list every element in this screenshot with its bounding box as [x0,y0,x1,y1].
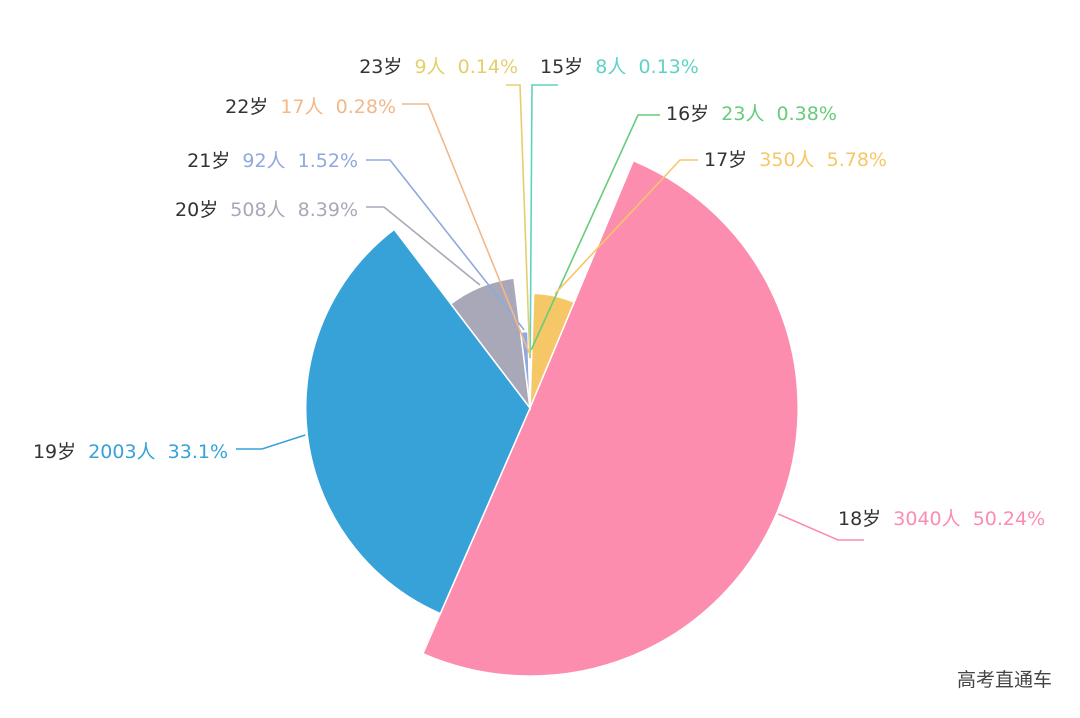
slice-label-21岁: 21岁 92人 1.52% [187,150,358,172]
slice-label-15岁: 15岁 8人 0.13% [540,56,699,78]
slice-label-count: 508人 [218,199,285,221]
slice-label-name: 17岁 [704,149,747,171]
watermark-text: 高考直通车 [956,669,1052,691]
slice-label-percent: 5.78% [815,149,887,171]
slice-label-17岁: 17岁 350人 5.78% [704,149,887,171]
slice-label-percent: 8.39% [286,199,358,221]
slice-label-19岁: 19岁 2003人 33.1% [33,441,228,463]
slice-label-18岁: 18岁 3040人 50.24% [838,508,1045,530]
slice-label-count: 17人 [268,96,323,118]
slice-label-count: 23人 [709,103,764,125]
slice-label-name: 18岁 [838,508,881,530]
slice-label-percent: 50.24% [961,508,1046,530]
leader-line-18岁 [777,513,864,541]
slice-label-percent: 0.38% [764,103,836,125]
leader-line-22岁 [402,103,530,354]
slice-label-name: 20岁 [175,199,218,221]
slice-label-count: 8人 [583,56,626,78]
slice-label-percent: 0.14% [446,56,518,78]
pie-slice-19岁[interactable] [304,228,531,615]
slice-label-count: 9人 [402,56,445,78]
slice-label-name: 19岁 [33,441,76,463]
slice-label-percent: 0.28% [324,96,396,118]
leader-line-20岁 [366,206,481,286]
slice-label-20岁: 20岁 508人 8.39% [175,199,358,221]
leader-line-16岁 [530,114,660,351]
slice-label-name: 16岁 [666,103,709,125]
slice-label-name: 21岁 [187,150,230,172]
pie-slice-18岁[interactable] [421,159,799,677]
slice-label-name: 23岁 [359,56,402,78]
pie-slice-20岁[interactable] [449,277,532,411]
slice-label-percent: 33.1% [156,441,228,463]
slice-label-name: 15岁 [540,56,583,78]
slice-label-name: 22岁 [225,96,268,118]
slice-label-count: 2003人 [76,441,155,463]
slice-label-percent: 1.52% [286,150,358,172]
leader-line-19岁 [236,434,306,450]
slice-label-22岁: 22岁 17人 0.28% [225,96,396,118]
slice-label-count: 92人 [230,150,285,172]
leader-line-15岁 [529,84,558,359]
slice-label-count: 350人 [747,149,814,171]
slice-label-16岁: 16岁 23人 0.38% [666,103,837,125]
slice-label-count: 3040人 [881,508,960,530]
leader-line-17岁 [554,159,698,295]
slice-label-percent: 0.13% [626,56,698,78]
slice-label-23岁: 23岁 9人 0.14% [359,56,518,78]
leader-line-23岁 [506,84,531,358]
leader-line-21岁 [366,159,525,331]
